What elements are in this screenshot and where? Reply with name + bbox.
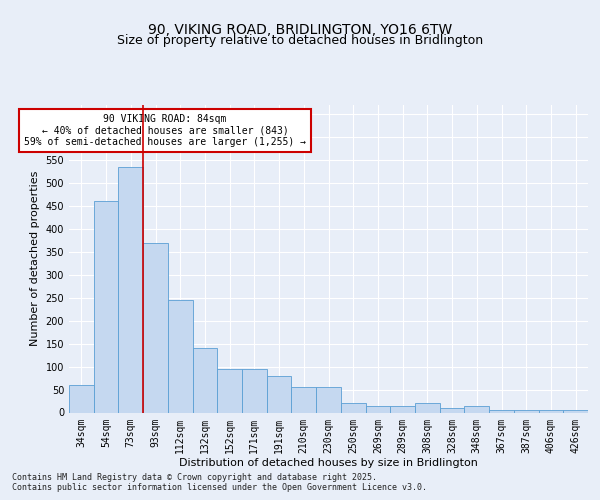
Bar (168, 300, 193, 412)
Bar (514, 410, 539, 412)
Bar (69, 385, 94, 412)
Bar (217, 369, 242, 412)
Text: 90 VIKING ROAD: 84sqm
← 40% of detached houses are smaller (843)
59% of semi-det: 90 VIKING ROAD: 84sqm ← 40% of detached … (24, 114, 306, 148)
Bar (193, 348, 217, 412)
X-axis label: Distribution of detached houses by size in Bridlington: Distribution of detached houses by size … (179, 458, 478, 468)
Bar (365, 406, 390, 412)
Bar (242, 369, 267, 412)
Bar (464, 406, 489, 412)
Bar (267, 376, 292, 412)
Text: 90, VIKING ROAD, BRIDLINGTON, YO16 6TW: 90, VIKING ROAD, BRIDLINGTON, YO16 6TW (148, 22, 452, 36)
Bar (563, 410, 588, 412)
Bar (316, 388, 341, 412)
Bar (143, 242, 168, 412)
Text: Size of property relative to detached houses in Bridlington: Size of property relative to detached ho… (117, 34, 483, 47)
Bar (539, 410, 563, 412)
Bar (341, 404, 365, 412)
Text: Contains public sector information licensed under the Open Government Licence v3: Contains public sector information licen… (12, 484, 427, 492)
Bar (390, 406, 415, 412)
Bar (118, 167, 143, 412)
Y-axis label: Number of detached properties: Number of detached properties (30, 171, 40, 346)
Bar (415, 404, 440, 412)
Text: Contains HM Land Registry data © Crown copyright and database right 2025.: Contains HM Land Registry data © Crown c… (12, 472, 377, 482)
Bar (489, 410, 514, 412)
Bar (94, 202, 118, 412)
Bar (292, 388, 316, 412)
Bar (440, 408, 464, 412)
